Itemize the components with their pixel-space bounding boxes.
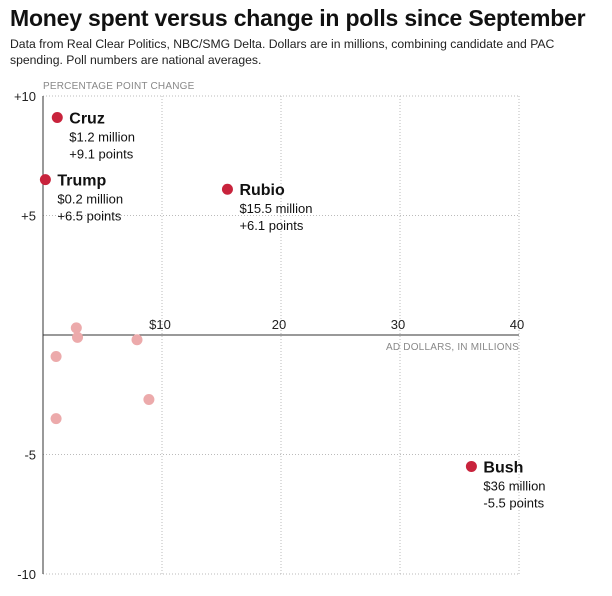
data-points (39, 112, 477, 472)
point-label-money: $36 million (483, 478, 545, 493)
y-tick-label: -5 (24, 448, 36, 463)
point-label-name: Cruz (69, 111, 105, 128)
y-tick-label: +10 (14, 89, 36, 104)
data-point-bush (465, 460, 477, 472)
axes: $10 20 30 40 +10 +5 -5 -10 PERCENTAGE POINT CHAN… (14, 81, 524, 582)
point-label-money: $1.2 million (69, 130, 135, 145)
y-tick-label: +5 (21, 209, 36, 224)
y-tick-label: -10 (17, 567, 36, 582)
point-label-name: Bush (483, 459, 523, 476)
grid (43, 95, 520, 575)
point-label-money: $0.2 million (57, 192, 123, 207)
y-axis-title: PERCENTAGE POINT CHANGE (43, 81, 195, 92)
point-label-points: +9.1 points (69, 147, 133, 162)
x-tick-label: 20 (272, 317, 286, 332)
point-label-money: $15.5 million (239, 201, 312, 216)
point-label-name: Trump (57, 173, 106, 190)
x-tick-label: $10 (149, 317, 171, 332)
x-axis-title: AD DOLLARS, IN MILLIONS (386, 342, 519, 353)
data-point-other (72, 331, 84, 343)
point-label-points: -5.5 points (483, 495, 544, 510)
chart-title: Money spent versus change in polls since… (10, 5, 586, 31)
data-point-rubio (221, 183, 233, 195)
point-label-points: +6.5 points (57, 209, 121, 224)
point-labels: Cruz $1.2 million +9.1 points Trump $0.2 mil… (57, 111, 545, 511)
data-point-other (70, 322, 82, 334)
x-tick-label: 40 (510, 317, 524, 332)
data-point-trump (39, 174, 51, 186)
data-point-cruz (51, 112, 63, 124)
x-tick-label: 30 (391, 317, 405, 332)
data-point-other (143, 394, 155, 406)
data-point-other (50, 351, 62, 363)
point-label-name: Rubio (239, 182, 285, 199)
data-point-other (50, 413, 62, 425)
point-label-points: +6.1 points (239, 218, 303, 233)
chart-subtitle: Data from Real Clear Politics, NBC/SMG D… (10, 37, 555, 67)
data-point-other (131, 334, 143, 346)
